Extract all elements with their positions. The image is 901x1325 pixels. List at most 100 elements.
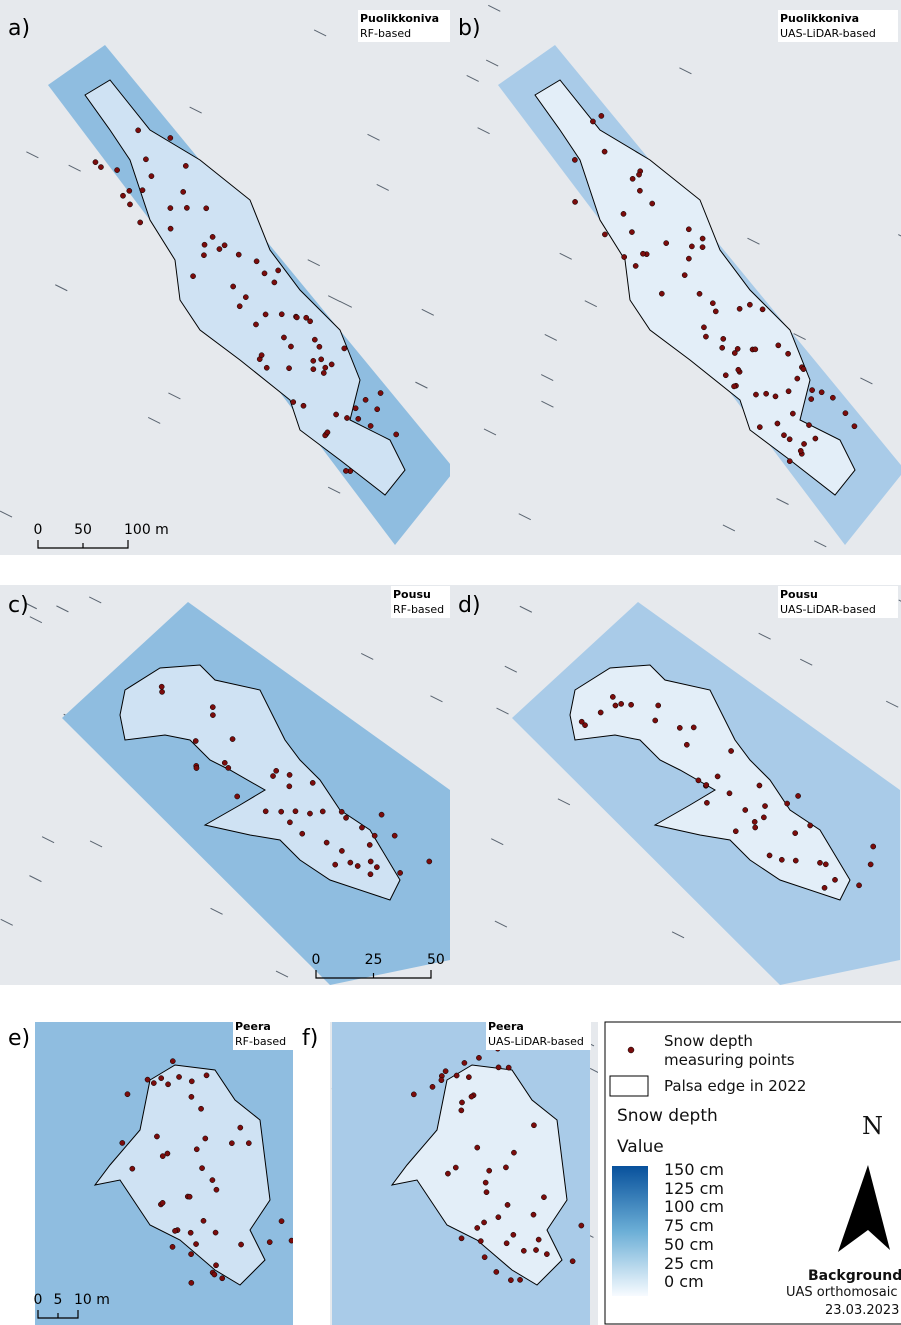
measuring-point: [168, 135, 173, 140]
measuring-point: [140, 188, 145, 193]
measuring-point: [213, 1263, 218, 1268]
measuring-point: [201, 253, 206, 258]
measuring-point: [279, 809, 284, 814]
measuring-point: [176, 1074, 181, 1079]
measuring-point: [311, 367, 316, 372]
measuring-point: [289, 1238, 294, 1243]
measuring-point: [720, 345, 725, 350]
measuring-point: [656, 703, 661, 708]
measuring-point: [320, 809, 325, 814]
measuring-point: [267, 1240, 272, 1245]
measuring-point: [120, 1140, 125, 1145]
measuring-point: [159, 1076, 164, 1081]
measuring-point: [226, 765, 231, 770]
measuring-point: [168, 205, 173, 210]
scale-label: 0: [312, 952, 321, 968]
measuring-point: [287, 784, 292, 789]
map-panel: [0, 0, 455, 555]
measuring-point: [343, 815, 348, 820]
measuring-point: [521, 1248, 526, 1253]
map-panel: [35, 1022, 304, 1325]
measuring-point: [682, 273, 687, 278]
measuring-point: [476, 1055, 481, 1060]
legend-edge-label: Palsa edge in 2022: [664, 1077, 806, 1095]
measuring-point: [359, 825, 364, 830]
measuring-point: [732, 350, 737, 355]
measuring-point: [281, 335, 286, 340]
legend-edge: [610, 1076, 648, 1096]
panel-label: d): [458, 593, 481, 618]
measuring-point: [344, 415, 349, 420]
measuring-point: [293, 809, 298, 814]
measuring-point: [544, 1252, 549, 1257]
measuring-point: [259, 353, 264, 358]
measuring-point: [629, 229, 634, 234]
measuring-point: [496, 1065, 501, 1070]
site-name: Pousu: [393, 588, 431, 601]
measuring-point: [210, 712, 215, 717]
measuring-point: [823, 862, 828, 867]
measuring-point: [170, 1244, 175, 1249]
measuring-point: [496, 1215, 501, 1220]
panel-label: a): [8, 16, 30, 41]
measuring-point: [270, 773, 275, 778]
measuring-point: [238, 1125, 243, 1130]
measuring-point: [843, 411, 848, 416]
measuring-point: [312, 337, 317, 342]
scale-label: 25: [365, 952, 383, 968]
measuring-point: [761, 815, 766, 820]
method-label: UAS-LiDAR-based: [780, 27, 876, 40]
measuring-point: [764, 391, 769, 396]
measuring-point: [165, 1151, 170, 1156]
measuring-point: [189, 1079, 194, 1084]
measuring-point: [579, 719, 584, 724]
scale-label: 0: [34, 522, 43, 538]
measuring-point: [610, 694, 615, 699]
tree-shadow: [292, 1186, 304, 1192]
measuring-point: [127, 202, 132, 207]
measuring-point: [640, 251, 645, 256]
measuring-point: [459, 1108, 464, 1113]
panel-label: e): [8, 1026, 30, 1051]
measuring-point: [786, 389, 791, 394]
measuring-point: [637, 188, 642, 193]
background-line: 23.03.2023: [825, 1303, 899, 1318]
measuring-point: [291, 399, 296, 404]
measuring-point: [329, 362, 334, 367]
legend-points: Snow depth measuring points: [664, 1032, 834, 1070]
measuring-point: [427, 859, 432, 864]
measuring-point: [630, 176, 635, 181]
measuring-point: [210, 234, 215, 239]
legend-point: [628, 1047, 634, 1053]
measuring-point: [394, 432, 399, 437]
measuring-point: [343, 468, 348, 473]
measuring-point: [721, 336, 726, 341]
measuring-point: [541, 1195, 546, 1200]
measuring-point: [469, 1094, 474, 1099]
measuring-point: [125, 1092, 130, 1097]
measuring-point: [503, 1165, 508, 1170]
measuring-point: [203, 1136, 208, 1141]
measuring-point: [757, 425, 762, 430]
figure: a)PuolikkonivaRF-based050100 mb)Puolikko…: [0, 0, 901, 1325]
measuring-point: [307, 811, 312, 816]
measuring-point: [127, 188, 132, 193]
measuring-point: [622, 254, 627, 259]
method-label: RF-based: [235, 1035, 286, 1048]
measuring-point: [801, 441, 806, 446]
measuring-point: [819, 390, 824, 395]
measuring-point: [506, 1065, 511, 1070]
measuring-point: [210, 1177, 215, 1182]
measuring-point: [199, 1166, 204, 1171]
measuring-point: [787, 437, 792, 442]
measuring-point: [727, 791, 732, 796]
measuring-point: [677, 725, 682, 730]
measuring-point: [459, 1100, 464, 1105]
measuring-point: [809, 396, 814, 401]
measuring-point: [817, 860, 822, 865]
measuring-point: [790, 411, 795, 416]
measuring-point: [484, 1190, 489, 1195]
measuring-point: [355, 863, 360, 868]
measuring-point: [379, 812, 384, 817]
measuring-point: [149, 174, 154, 179]
